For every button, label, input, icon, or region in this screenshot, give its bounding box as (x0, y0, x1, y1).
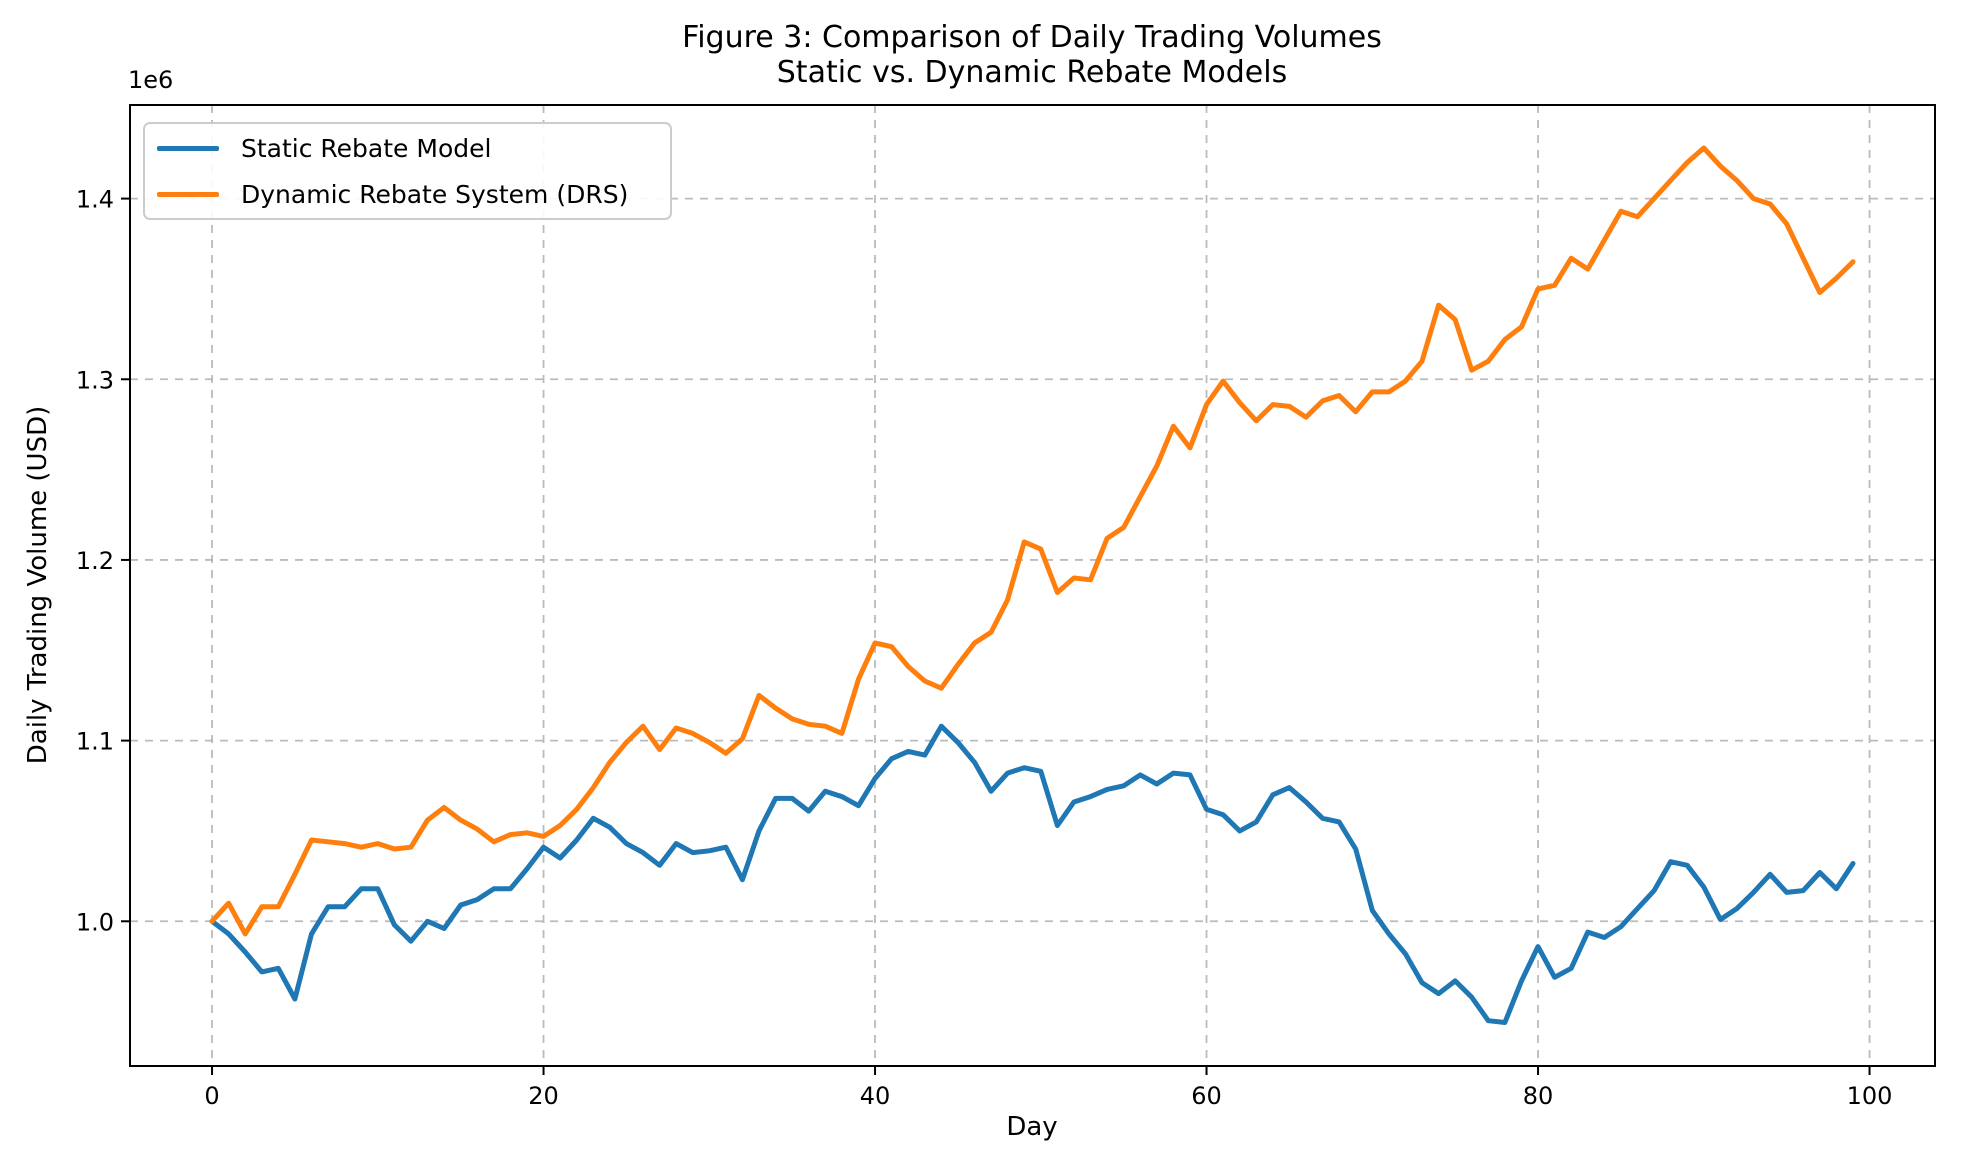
chart-title-line1: Figure 3: Comparison of Daily Trading Vo… (682, 20, 1382, 55)
plot-border (129, 104, 1936, 1067)
chart-title-line2: Static vs. Dynamic Rebate Models (776, 55, 1288, 90)
y-tick-label: 1.0 (76, 908, 114, 936)
chart-title: Figure 3: Comparison of Daily Trading Vo… (682, 20, 1382, 90)
x-tick-label: 100 (1847, 1082, 1893, 1110)
legend-entry-static: Static Rebate Model (157, 129, 670, 167)
y-tick-label: 1.4 (76, 186, 114, 214)
x-tick-label: 0 (204, 1082, 219, 1110)
x-tick-label: 20 (528, 1082, 559, 1110)
x-tick-label: 40 (860, 1082, 891, 1110)
y-tick-label: 1.3 (76, 366, 114, 394)
y-tick-label: 1.1 (76, 728, 114, 756)
x-tick-label: 80 (1523, 1082, 1554, 1110)
series-line-static (209, 723, 1856, 1025)
legend-label-static: Static Rebate Model (241, 133, 492, 163)
legend-label-drs: Dynamic Rebate System (DRS) (241, 179, 629, 209)
y-tick-label: 1.2 (76, 547, 114, 575)
x-tick-label: 60 (1191, 1082, 1222, 1110)
x-axis-label: Day (1006, 1112, 1058, 1142)
series-line-drs (209, 145, 1856, 937)
legend-swatch-static-line (157, 145, 219, 151)
legend: Static Rebate Model Dynamic Rebate Syste… (143, 122, 672, 220)
y-axis-offset-label: 1e6 (128, 66, 174, 94)
legend-entry-drs: Dynamic Rebate System (DRS) (157, 175, 670, 213)
legend-swatch-drs-line (157, 191, 219, 197)
